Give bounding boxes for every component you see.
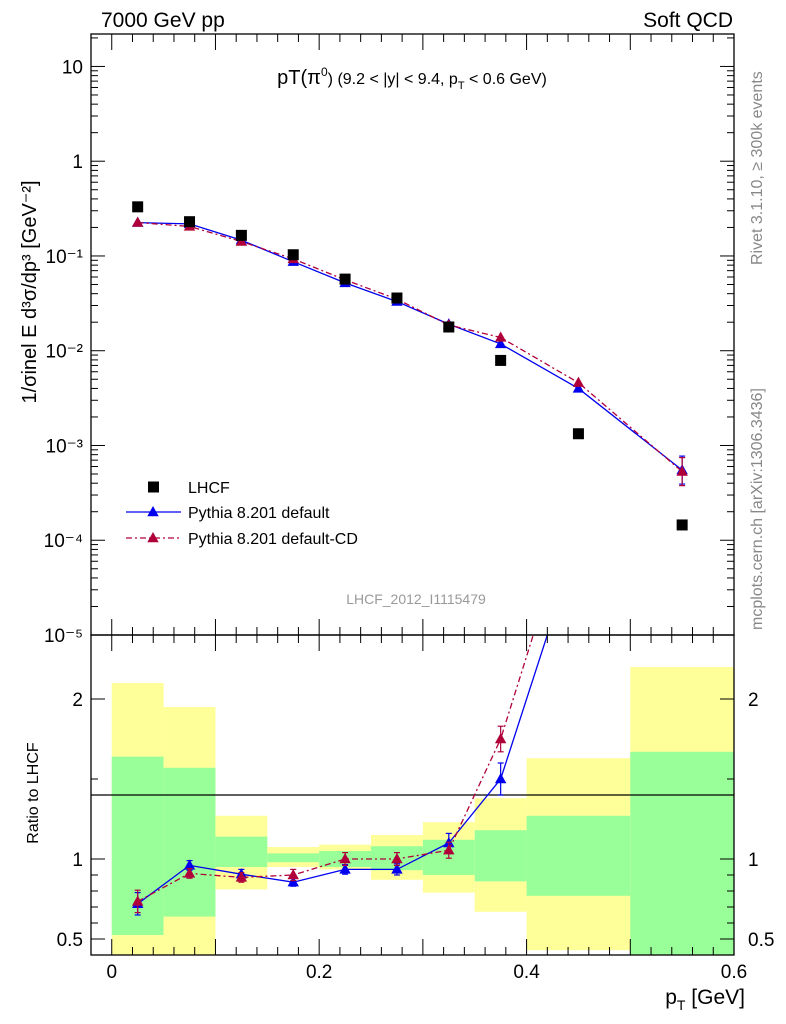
band-inner bbox=[163, 767, 216, 917]
ratio-point-triangle bbox=[443, 844, 455, 855]
ratio-point-triangle bbox=[183, 867, 196, 878]
lhcf-point bbox=[391, 292, 403, 304]
band-inner bbox=[526, 815, 631, 896]
main-data bbox=[131, 201, 688, 531]
main-ylabel: 1/σinel E d³σ/dp³ [GeV⁻²] bbox=[19, 180, 41, 403]
main-title-main: pT(π bbox=[277, 67, 321, 89]
band-inner bbox=[474, 830, 527, 882]
lhcf-point bbox=[132, 201, 144, 213]
main-ytick-label: 10⁻⁵ bbox=[44, 626, 83, 647]
ratio-point-triangle bbox=[391, 853, 403, 864]
main-ytick-label: 10⁻¹ bbox=[46, 247, 84, 268]
legend-label: LHCF bbox=[188, 480, 230, 497]
lhcf-point bbox=[572, 428, 584, 440]
ratio-ytick-label-right: 2 bbox=[748, 690, 759, 711]
main-point-triangle bbox=[494, 331, 507, 342]
ratio-point-triangle bbox=[287, 876, 299, 887]
legend: LHCF Pythia 8.201 default Pythia 8.201 def… bbox=[126, 480, 358, 548]
x-axis-label: pT [GeV] bbox=[665, 986, 745, 1013]
ratio-panel: 0.5 0.5 1 1 2 2 0 0.2 0.4 0.6 Ratio to LHCF pT [G… bbox=[25, 485, 774, 1013]
ratio-point-triangle bbox=[339, 853, 351, 864]
ratio-point-triangle bbox=[339, 863, 351, 874]
x-axis-label-unit: [GeV] bbox=[685, 986, 745, 1009]
ratio-point-triangle bbox=[494, 733, 507, 744]
header-left: 7000 GeV pp bbox=[101, 9, 225, 32]
main-ytick-label: 10⁻² bbox=[46, 342, 84, 363]
ratio-frame bbox=[90, 634, 735, 956]
ratio-axis-ticks: 0.5 0.5 1 1 2 2 0 0.2 0.4 0.6 bbox=[57, 635, 774, 983]
ratio-ytick-label: 0.5 bbox=[57, 930, 83, 951]
main-point-triangle bbox=[131, 216, 144, 227]
main-ytick-label: 10⁻³ bbox=[46, 436, 84, 457]
x-axis-label-sub: T bbox=[677, 997, 686, 1013]
lhcf-point bbox=[339, 273, 351, 285]
ratio-ytick-label: 1 bbox=[72, 850, 83, 871]
legend-label: Pythia 8.201 default bbox=[188, 505, 330, 522]
ratio-point-triangle bbox=[573, 485, 584, 495]
x-axis-label-main: p bbox=[665, 986, 677, 1009]
main-series-line-1 bbox=[137, 221, 683, 471]
lhcf-point bbox=[676, 519, 688, 531]
ratio-ytick-label-right: 1 bbox=[748, 850, 759, 871]
main-panel: 10 1 10⁻¹ 10⁻² 10⁻³ 10⁻⁴ 10⁻⁵ pT(π0) (9.2 < |y… bbox=[19, 33, 735, 647]
x-tick-label: 0.6 bbox=[721, 962, 747, 983]
header-right: Soft QCD bbox=[643, 9, 733, 32]
lhcf-point bbox=[287, 249, 299, 261]
ratio-point-triangle bbox=[573, 533, 584, 543]
main-point-triangle bbox=[572, 382, 585, 393]
rivet-label: Rivet 3.1.10, ≥ 300k events bbox=[749, 71, 766, 265]
main-title-sub: T bbox=[458, 80, 465, 92]
watermark: LHCF_2012_I1115479 bbox=[346, 591, 486, 607]
lhcf-point bbox=[495, 354, 507, 366]
lhcf-point bbox=[235, 229, 247, 241]
legend-label: Pythia 8.201 default-CD bbox=[188, 531, 358, 548]
legend-marker-square bbox=[148, 481, 159, 493]
main-point-triangle bbox=[572, 376, 585, 387]
x-tick-label: 0.2 bbox=[306, 962, 332, 983]
band-inner bbox=[215, 836, 268, 867]
lhcf-point bbox=[184, 216, 196, 228]
legend-marker-triangle bbox=[147, 532, 159, 543]
x-tick-label: 0 bbox=[106, 962, 117, 983]
ratio-point-triangle bbox=[235, 871, 248, 882]
ratio-point-triangle bbox=[391, 863, 403, 874]
main-title-rest: ) (9.2 < |y| < 9.4, p bbox=[328, 71, 458, 88]
lhcf-point bbox=[443, 321, 455, 333]
main-point-triangle bbox=[494, 337, 507, 349]
main-ytick-label: 1 bbox=[72, 152, 83, 173]
x-tick-label: 0.4 bbox=[513, 962, 540, 983]
ratio-data bbox=[131, 485, 584, 916]
band-inner bbox=[267, 853, 320, 863]
main-series-line-2 bbox=[137, 221, 683, 473]
ratio-ytick-label-right: 0.5 bbox=[748, 930, 774, 951]
ratio-point-triangle bbox=[131, 895, 144, 906]
ratio-ytick-label: 2 bbox=[72, 690, 83, 711]
ratio-bands bbox=[111, 667, 734, 955]
ratio-ylabel: Ratio to LHCF bbox=[25, 742, 42, 844]
main-ytick-label: 10⁻⁴ bbox=[44, 531, 83, 552]
mcplots-label: mcplots.cern.ch [arXiv:1306.3436] bbox=[749, 388, 766, 630]
main-title-end: < 0.6 GeV) bbox=[465, 71, 547, 88]
main-axis-ticks: 10 1 10⁻¹ 10⁻² 10⁻³ 10⁻⁴ 10⁻⁵ bbox=[44, 34, 735, 647]
legend-marker-triangle bbox=[147, 506, 159, 517]
ratio-point-triangle bbox=[183, 859, 196, 870]
main-point-triangle bbox=[676, 465, 688, 476]
ratio-point-triangle bbox=[494, 773, 507, 784]
main-ytick-label: 10 bbox=[62, 57, 83, 78]
main-title-sup: 0 bbox=[321, 65, 328, 79]
main-title: pT(π0) (9.2 < |y| < 9.4, pT < 0.6 GeV) bbox=[277, 65, 547, 92]
ratio-point-triangle bbox=[287, 869, 299, 880]
band-inner bbox=[630, 751, 734, 955]
